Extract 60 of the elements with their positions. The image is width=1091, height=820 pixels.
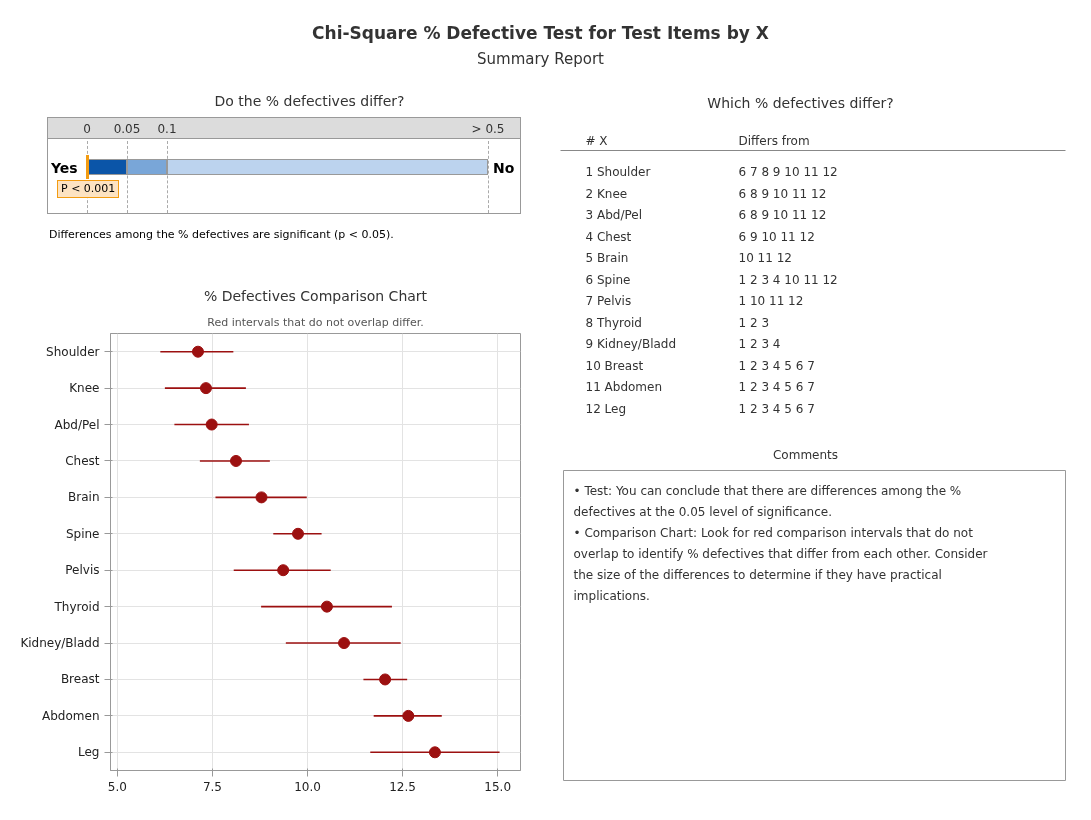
text: 12 Leg: [585, 401, 627, 416]
text: 10 Breast: [585, 358, 644, 373]
text: 1 10 11 12: [738, 294, 804, 308]
x-tick-label: 15.0: [484, 779, 512, 794]
text: 1 2 3 4 5 6 7: [738, 401, 815, 416]
y-tick-label: Brain: [68, 490, 100, 505]
text: 0.05: [112, 121, 142, 138]
text: No: [493, 159, 515, 178]
text: 3 Abd/Pel: [585, 208, 642, 222]
y-tick-label: Spine: [65, 526, 100, 541]
text: 6 9 10 11 12: [738, 229, 815, 244]
text: 6 8 9 10 11 12: [738, 186, 827, 201]
y-tick-label: Abdomen: [42, 708, 100, 723]
y-tick-label: Abd/Pel: [54, 417, 100, 432]
text: Do the % defectives differ?: [213, 92, 406, 111]
y-tick-label: Thyroid: [53, 599, 100, 614]
text: 0: [83, 122, 91, 136]
x-tick-label: 10.0: [294, 779, 321, 794]
y-tick-label: Knee: [69, 381, 100, 396]
text: Chi-Square % Defective Test for Test Items by X: [312, 22, 769, 43]
text: Comments: [772, 447, 839, 462]
text: 1 2 3 4: [738, 337, 781, 351]
text: • Test: You can conclude that there are differences among the % defectives at the 0.05 level of significance.: [573, 483, 962, 519]
x-tick-label: 5.0: [107, 779, 127, 794]
text: 1 2 3 4 10 11 12: [738, 272, 838, 287]
text: Summary Report: [477, 49, 605, 68]
x-tick-label: 12.5: [389, 779, 416, 794]
x-tick-label: 7.5: [202, 779, 222, 794]
text: Yes: [51, 159, 78, 178]
text: Which % defectives differ?: [707, 94, 894, 111]
text: 11 Abdomen: [585, 380, 663, 394]
text: > 0.5: [470, 121, 506, 138]
text: 1 2 3 4 5 6 7: [738, 358, 815, 373]
y-tick-label: Shoulder: [46, 344, 100, 359]
chart-title: % Defectives Comparison Chart: [203, 287, 428, 304]
text: Differs from: [738, 133, 810, 148]
text: Differences among the % defectives are significant (p < 0.05).: [49, 227, 394, 243]
text: 4 Chest: [585, 229, 632, 244]
text: 8 Thyroid: [585, 315, 642, 330]
text: • Comparison Chart: Look for red comparison intervals that do not overlap to identify % defectives that differ from each other. Consider the size of the differences to determine if they have practical implications.: [573, 525, 988, 603]
text: 2 Knee: [585, 186, 628, 201]
y-tick-label: Leg: [78, 745, 100, 760]
text: P < 0.001: [57, 180, 120, 198]
text: 6 Spine: [585, 272, 631, 287]
text: 6 7 8 9 10 11 12: [738, 165, 838, 179]
text: # X: [585, 133, 608, 148]
text: 9 Kidney/Bladd: [585, 337, 677, 351]
y-tick-label: Breast: [60, 672, 100, 687]
y-tick-label: Pelvis: [65, 563, 100, 578]
text: 5 Brain: [585, 251, 629, 265]
y-tick-label: Chest: [65, 453, 100, 468]
text: 1 2 3 4 5 6 7: [738, 380, 815, 394]
text: 10 11 12: [738, 251, 792, 265]
text: 1 Shoulder: [585, 165, 651, 179]
text: 6 8 9 10 11 12: [738, 208, 827, 222]
text: 7 Pelvis: [585, 294, 632, 308]
y-tick-label: Kidney/Bladd: [20, 636, 100, 651]
text: 0.1: [157, 122, 177, 136]
text: 1 2 3: [738, 315, 770, 330]
chart-subtitle: Red intervals that do not overlap differ.: [207, 315, 424, 329]
